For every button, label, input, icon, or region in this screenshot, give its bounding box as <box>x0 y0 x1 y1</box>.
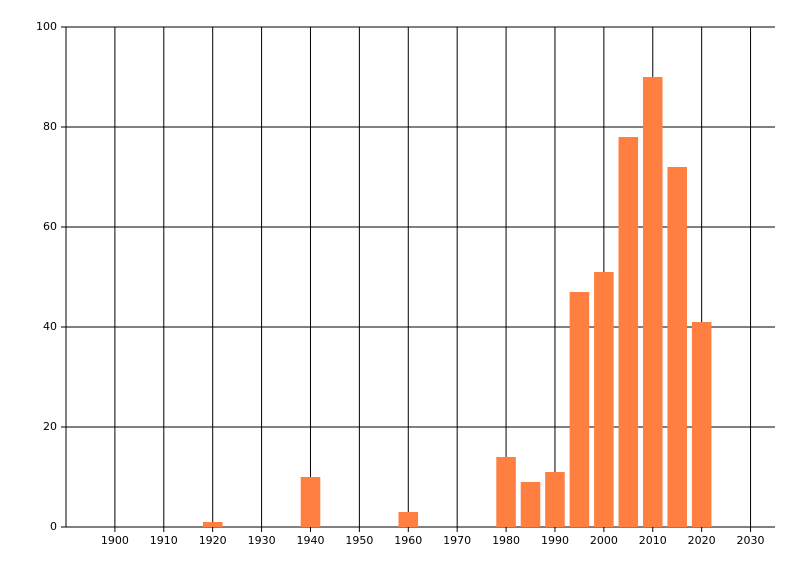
bar <box>202 522 223 527</box>
y-tick-label: 20 <box>43 420 57 433</box>
x-tick-label: 1920 <box>199 534 227 547</box>
x-tick-label: 1970 <box>443 534 471 547</box>
y-tick-label: 100 <box>36 20 57 33</box>
x-tick-label: 1950 <box>345 534 373 547</box>
y-tick-label: 40 <box>43 320 57 333</box>
bar <box>545 472 565 527</box>
y-tick-label: 60 <box>43 220 57 233</box>
bar <box>594 272 614 527</box>
bar <box>398 512 419 527</box>
bar <box>642 77 663 527</box>
x-tick-label: 1900 <box>101 534 129 547</box>
x-tick-label: 1930 <box>248 534 276 547</box>
y-tick-label: 80 <box>43 120 57 133</box>
bar <box>496 457 516 527</box>
bar <box>569 292 590 527</box>
x-tick-label: 2000 <box>590 534 618 547</box>
x-tick-label: 1990 <box>541 534 569 547</box>
x-tick-label: 1940 <box>296 534 324 547</box>
x-tick-label: 2020 <box>688 534 716 547</box>
y-tick-label: 0 <box>50 520 57 533</box>
bar <box>618 137 639 527</box>
bar <box>667 167 687 527</box>
x-tick-label: 1980 <box>492 534 520 547</box>
x-tick-label: 2010 <box>639 534 667 547</box>
bar <box>520 482 541 527</box>
x-tick-label: 1910 <box>150 534 178 547</box>
x-tick-label: 1960 <box>394 534 422 547</box>
x-tick-label: 2030 <box>737 534 765 547</box>
bar <box>691 322 712 527</box>
bar <box>300 477 321 527</box>
